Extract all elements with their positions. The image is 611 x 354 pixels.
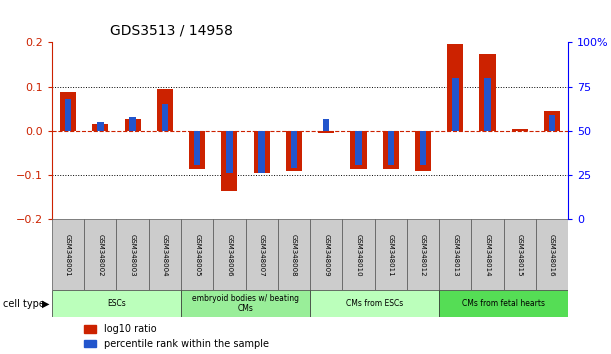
Bar	[447, 44, 463, 131]
Bar	[189, 131, 205, 169]
Bar	[226, 131, 233, 173]
Bar	[221, 131, 238, 191]
Text: cell type: cell type	[3, 298, 45, 309]
Bar	[415, 131, 431, 171]
Bar	[278, 219, 310, 290]
Text: ▶: ▶	[42, 298, 49, 309]
Text: GSM348013: GSM348013	[452, 234, 458, 276]
Bar	[162, 104, 168, 131]
Bar	[52, 219, 84, 290]
Text: GSM348012: GSM348012	[420, 234, 426, 276]
Bar	[52, 290, 181, 317]
Bar	[310, 219, 342, 290]
Bar	[92, 124, 108, 131]
Bar	[125, 119, 141, 131]
Bar	[194, 131, 200, 165]
Text: CMs from ESCs: CMs from ESCs	[346, 299, 403, 308]
Bar	[323, 119, 329, 131]
Text: GSM348001: GSM348001	[65, 234, 71, 276]
Bar	[375, 219, 407, 290]
Bar	[65, 99, 71, 131]
Bar	[452, 78, 458, 131]
Bar	[318, 131, 334, 133]
Bar	[246, 219, 278, 290]
Text: GSM348006: GSM348006	[227, 234, 232, 276]
Bar	[387, 131, 394, 165]
Bar	[485, 78, 491, 131]
Bar	[439, 219, 472, 290]
Text: GSM348009: GSM348009	[323, 234, 329, 276]
Bar	[420, 131, 426, 165]
Bar	[536, 219, 568, 290]
Bar	[181, 219, 213, 290]
Bar	[148, 219, 181, 290]
Bar	[254, 131, 269, 173]
Text: GSM348008: GSM348008	[291, 234, 297, 276]
Text: GSM348011: GSM348011	[388, 234, 393, 276]
Text: CMs from fetal hearts: CMs from fetal hearts	[462, 299, 545, 308]
Bar	[439, 290, 568, 317]
Bar	[258, 131, 265, 173]
Text: GSM348004: GSM348004	[162, 234, 168, 276]
Bar	[157, 89, 173, 131]
Text: GSM348003: GSM348003	[130, 234, 136, 276]
Bar	[355, 131, 362, 165]
Bar	[117, 219, 148, 290]
Text: ESCs: ESCs	[107, 299, 126, 308]
Bar	[512, 129, 528, 131]
Text: GSM348014: GSM348014	[485, 234, 491, 276]
Bar	[549, 115, 555, 131]
Bar	[97, 122, 104, 131]
Bar	[382, 131, 399, 169]
Text: GSM348016: GSM348016	[549, 234, 555, 276]
Bar	[310, 290, 439, 317]
Bar	[503, 219, 536, 290]
Bar	[60, 92, 76, 131]
Legend: log10 ratio, percentile rank within the sample: log10 ratio, percentile rank within the …	[84, 324, 269, 349]
Text: GSM348015: GSM348015	[517, 234, 523, 276]
Bar	[291, 131, 297, 168]
Text: GDS3513 / 14958: GDS3513 / 14958	[110, 23, 233, 37]
Bar	[181, 290, 310, 317]
Bar	[286, 131, 302, 171]
Text: GSM348005: GSM348005	[194, 234, 200, 276]
Bar	[407, 219, 439, 290]
Bar	[342, 219, 375, 290]
Text: embryoid bodies w/ beating
CMs: embryoid bodies w/ beating CMs	[192, 294, 299, 313]
Text: GSM348010: GSM348010	[356, 234, 362, 276]
Text: GSM348007: GSM348007	[258, 234, 265, 276]
Bar	[351, 131, 367, 169]
Bar	[480, 53, 496, 131]
Bar	[130, 117, 136, 131]
Bar	[84, 219, 117, 290]
Bar	[213, 219, 246, 290]
Bar	[544, 111, 560, 131]
Text: GSM348002: GSM348002	[97, 234, 103, 276]
Bar	[472, 219, 503, 290]
